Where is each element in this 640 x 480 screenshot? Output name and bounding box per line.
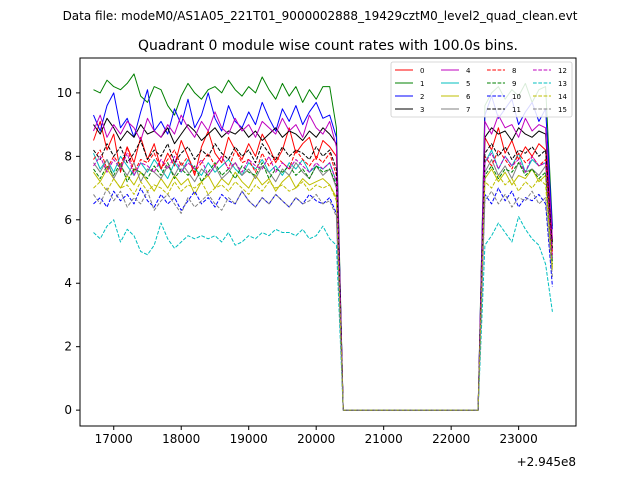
legend-label-14: 14 [558, 93, 567, 101]
legend-box [390, 61, 573, 118]
data-file-header: Data file: modeM0/AS1A05_221T01_90000028… [63, 9, 578, 23]
x-tick-label: 21000 [365, 432, 403, 446]
x-tick-label: 22000 [432, 432, 470, 446]
y-tick-label: 4 [64, 276, 72, 290]
legend-label-7: 7 [466, 106, 470, 114]
legend-label-11: 11 [512, 106, 521, 114]
legend-label-9: 9 [512, 80, 516, 88]
legend-label-13: 13 [558, 80, 567, 88]
x-offset-label: +2.945e8 [517, 455, 576, 469]
y-tick-label: 2 [64, 340, 72, 354]
x-tick-label: 23000 [500, 432, 538, 446]
x-axis: 17000 18000 19000 20000 21000 22000 23000 [95, 426, 538, 446]
series-line-8 [93, 146, 553, 411]
plot-area [93, 73, 553, 411]
legend-label-5: 5 [466, 80, 470, 88]
legend-label-4: 4 [466, 67, 471, 75]
y-tick-label: 6 [64, 213, 72, 227]
x-tick-label: 19000 [230, 432, 268, 446]
legend-label-12: 12 [558, 67, 567, 75]
series-line-15 [93, 187, 553, 411]
legend-label-8: 8 [512, 67, 516, 75]
x-tick-label: 18000 [162, 432, 200, 446]
y-axis: 0 2 4 6 8 10 [57, 86, 80, 417]
chart-title: Quadrant 0 module wise count rates with … [138, 38, 518, 54]
legend-label-3: 3 [420, 106, 424, 114]
legend-label-15: 15 [558, 106, 567, 114]
series-line-14 [93, 174, 553, 411]
legend-label-10: 10 [512, 93, 521, 101]
legend-label-2: 2 [420, 93, 424, 101]
y-tick-label: 0 [64, 403, 72, 417]
series-line-9 [93, 162, 553, 411]
legend-label-6: 6 [466, 93, 471, 101]
plot-frame [79, 57, 577, 427]
series-line-11 [93, 140, 553, 411]
x-tick-label: 20000 [297, 432, 335, 446]
y-tick-label: 8 [64, 149, 72, 163]
legend-label-0: 0 [420, 67, 424, 75]
legend-label-1: 1 [420, 80, 424, 88]
y-tick-label: 10 [57, 86, 72, 100]
x-tick-label: 17000 [95, 432, 133, 446]
